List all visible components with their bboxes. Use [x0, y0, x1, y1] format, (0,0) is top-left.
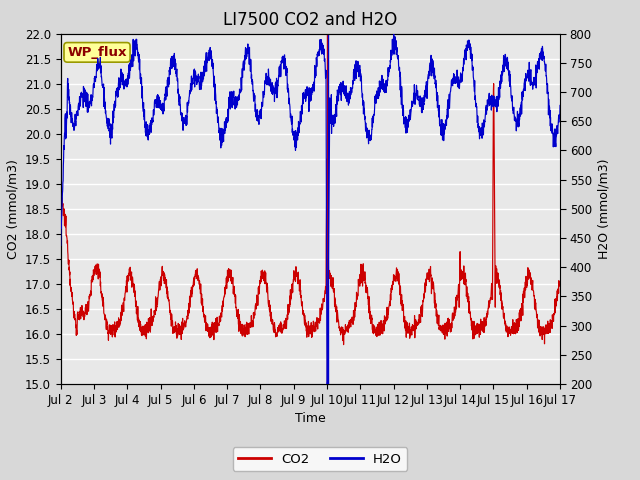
Y-axis label: H2O (mmol/m3): H2O (mmol/m3): [598, 158, 611, 259]
Title: LI7500 CO2 and H2O: LI7500 CO2 and H2O: [223, 11, 397, 29]
Text: WP_flux: WP_flux: [67, 46, 127, 59]
Y-axis label: CO2 (mmol/m3): CO2 (mmol/m3): [6, 159, 19, 259]
Legend: CO2, H2O: CO2, H2O: [233, 447, 407, 471]
X-axis label: Time: Time: [295, 412, 326, 425]
